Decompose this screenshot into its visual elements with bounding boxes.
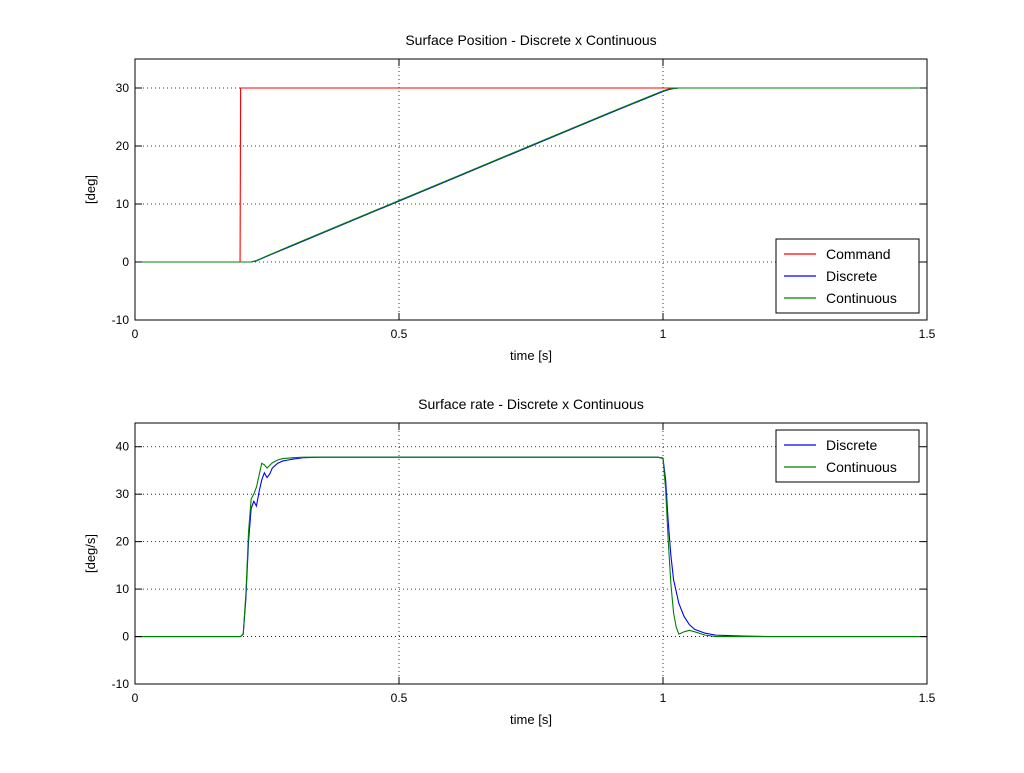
chart-1-y-tick-label: -10 bbox=[112, 313, 130, 327]
chart-1-y-tick-label: 10 bbox=[116, 197, 130, 211]
chart-2-y-tick-label: 10 bbox=[116, 582, 130, 596]
chart-2-title: Surface rate - Discrete x Continuous bbox=[418, 396, 644, 412]
chart-2-legend: Discrete Continuous bbox=[775, 429, 920, 483]
chart-1-y-tick-label: 20 bbox=[116, 139, 130, 153]
chart-1-legend: Command Discrete Continuous bbox=[775, 238, 920, 314]
chart-2-y-tick-label: 40 bbox=[116, 440, 130, 454]
chart-2-series-continuous-line bbox=[135, 456, 927, 638]
chart-2-x-tick-label: 0.5 bbox=[391, 691, 408, 705]
chart-2-y-axis-label: [deg/s] bbox=[83, 534, 98, 573]
chart-1-legend-label-continuous: Continuous bbox=[826, 290, 897, 306]
chart-1-title: Surface Position - Discrete x Continuous bbox=[405, 32, 656, 48]
chart-1-series-continuous-line bbox=[135, 87, 927, 263]
chart-1-x-tick-label: 1.5 bbox=[919, 327, 936, 341]
chart-1-axes-frame bbox=[134, 58, 928, 321]
chart-1-x-tick-label: 0 bbox=[132, 327, 139, 341]
chart-2-legend-box bbox=[775, 429, 920, 483]
chart-2-legend-label-discrete: Discrete bbox=[826, 437, 878, 453]
chart-2-x-axis-label: time [s] bbox=[510, 712, 552, 727]
chart-2-x-tick-label: 1.5 bbox=[919, 691, 936, 705]
chart-1-x-tick-label: 1 bbox=[660, 327, 667, 341]
chart-2-y-tick-label: -10 bbox=[112, 677, 130, 691]
chart-1-x-tick-label: 0.5 bbox=[391, 327, 408, 341]
chart-1-y-tick-label: 30 bbox=[116, 81, 130, 95]
chart-1-y-tick-label: 0 bbox=[122, 255, 129, 269]
chart-2-y-tick-label: 20 bbox=[116, 535, 130, 549]
chart-2-x-tick-label: 1 bbox=[660, 691, 667, 705]
chart-1-y-axis-label: [deg] bbox=[83, 175, 98, 204]
chart-1-legend-label-command: Command bbox=[826, 246, 891, 262]
chart-2-legend-label-continuous: Continuous bbox=[826, 459, 897, 475]
chart-2-y-tick-label: 30 bbox=[116, 487, 130, 501]
chart-1-x-axis-label: time [s] bbox=[510, 348, 552, 363]
chart-2-y-tick-label: 0 bbox=[122, 630, 129, 644]
chart-2-x-tick-label: 0 bbox=[132, 691, 139, 705]
chart-2-axes-frame bbox=[134, 422, 928, 685]
chart-1-legend-label-discrete: Discrete bbox=[826, 268, 878, 284]
